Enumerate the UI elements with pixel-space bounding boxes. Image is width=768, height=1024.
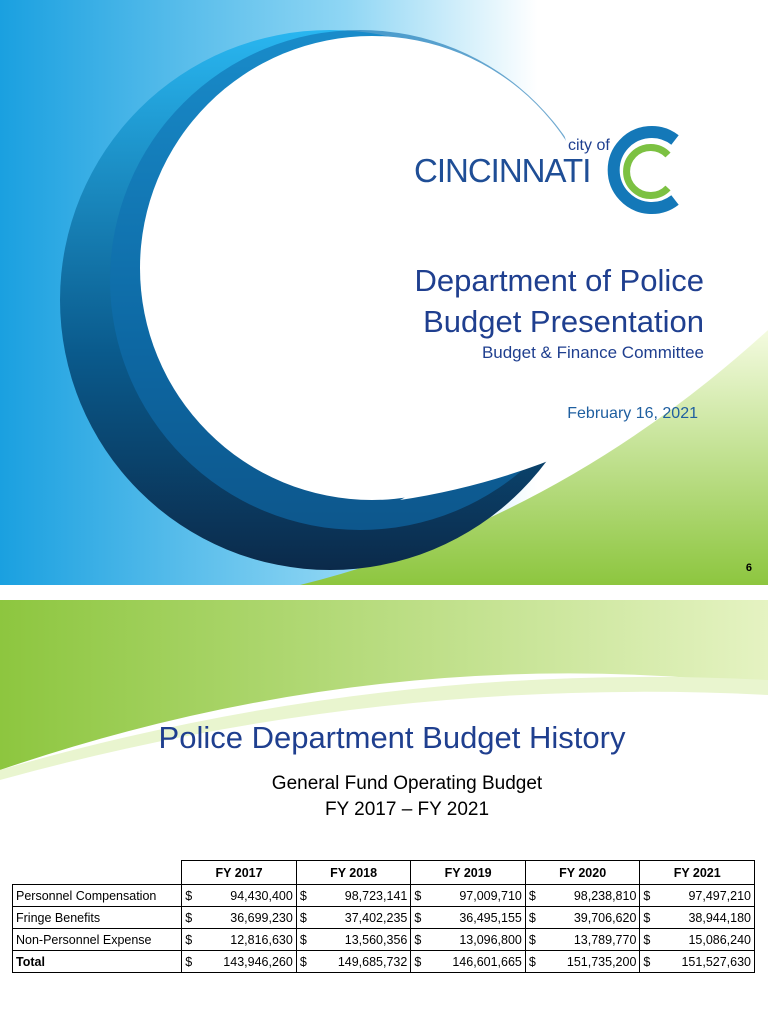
currency-sign: $ [410, 884, 428, 907]
amount: 98,238,810 [542, 884, 641, 907]
amount: 146,601,665 [427, 950, 526, 973]
currency-sign: $ [639, 928, 657, 951]
currency-sign: $ [410, 928, 428, 951]
currency-sign: $ [181, 928, 199, 951]
subtitle-line: FY 2017 – FY 2021 [324, 799, 490, 820]
amount: 37,402,235 [313, 906, 412, 929]
amount: 97,009,710 [427, 884, 526, 907]
row-label: Fringe Benefits [11, 906, 183, 929]
row-label: Personnel Compensation [11, 884, 183, 907]
currency-sign: $ [639, 906, 657, 929]
amount: 149,685,732 [313, 950, 412, 973]
slide1-date: February 16, 2021 [567, 405, 698, 422]
amount: 36,699,230 [198, 906, 297, 929]
currency-sign: $ [410, 950, 428, 973]
logo-small: city of [568, 137, 610, 154]
currency-sign: $ [295, 884, 314, 907]
column-header: FY 2018 [295, 860, 412, 885]
slide2-art [0, 600, 768, 780]
slide2-subtitle: General Fund Operating Budget FY 2017 – … [0, 771, 768, 823]
amount: 36,495,155 [427, 906, 526, 929]
table-row: Non-Personnel Expense $12,816,630 $13,560,… [11, 928, 755, 951]
amount: 98,723,141 [313, 884, 412, 907]
amount: 15,086,240 [656, 928, 755, 951]
corner-cell [13, 861, 182, 885]
column-header: FY 2020 [524, 860, 641, 885]
page-number: 6 [745, 562, 752, 574]
currency-sign: $ [295, 928, 314, 951]
currency-sign: $ [181, 906, 199, 929]
amount: 143,946,260 [198, 950, 297, 973]
row-label: Total [11, 950, 183, 973]
amount: 94,430,400 [198, 884, 297, 907]
currency-sign: $ [295, 950, 314, 973]
amount: 13,560,356 [313, 928, 412, 951]
column-header: FY 2021 [639, 860, 755, 885]
currency-sign: $ [639, 884, 657, 907]
budget-table: FY 2017 FY 2018 FY 2019 FY 2020 FY 2021 Perso… [11, 860, 755, 973]
amount: 39,706,620 [542, 906, 641, 929]
amount: 97,497,210 [656, 884, 755, 907]
column-header: FY 2019 [410, 860, 526, 885]
currency-sign: $ [410, 906, 428, 929]
slide1-subtitle: Budget & Finance Committee [481, 343, 704, 362]
currency-sign: $ [181, 884, 199, 907]
logo-main: CINCINNATI [414, 152, 591, 189]
currency-sign: $ [181, 950, 199, 973]
row-label: Non-Personnel Expense [11, 928, 183, 951]
amount: 151,735,200 [542, 950, 641, 973]
amount: 12,816,630 [198, 928, 297, 951]
currency-sign: $ [524, 884, 543, 907]
amount: 13,096,800 [427, 928, 526, 951]
table-row: Fringe Benefits $36,699,230 $37,402,235 $36… [11, 906, 755, 929]
title-line: Department of Police [414, 263, 704, 298]
currency-sign: $ [524, 906, 543, 929]
amount: 13,789,770 [542, 928, 641, 951]
slide1-title: Department of Police Budget Presentation [415, 260, 704, 342]
currency-sign: $ [524, 950, 543, 973]
currency-sign: $ [295, 906, 314, 929]
table-row: Personnel Compensation $94,430,400 $98,723… [11, 884, 755, 907]
currency-sign: $ [524, 928, 543, 951]
amount: 38,944,180 [656, 906, 755, 929]
subtitle-line: General Fund Operating Budget [271, 773, 543, 794]
slide2-title: Police Department Budget History [158, 720, 626, 755]
currency-sign: $ [639, 950, 657, 973]
column-header: FY 2017 [181, 860, 297, 885]
title-line: Budget Presentation [423, 304, 704, 339]
amount: 151,527,630 [656, 950, 755, 973]
table-row: Total $143,946,260 $149,685,732 $146,601,66… [11, 950, 755, 973]
slide1-art [0, 0, 768, 585]
header-row: FY 2017 FY 2018 FY 2019 FY 2020 FY 2021 [13, 860, 755, 885]
